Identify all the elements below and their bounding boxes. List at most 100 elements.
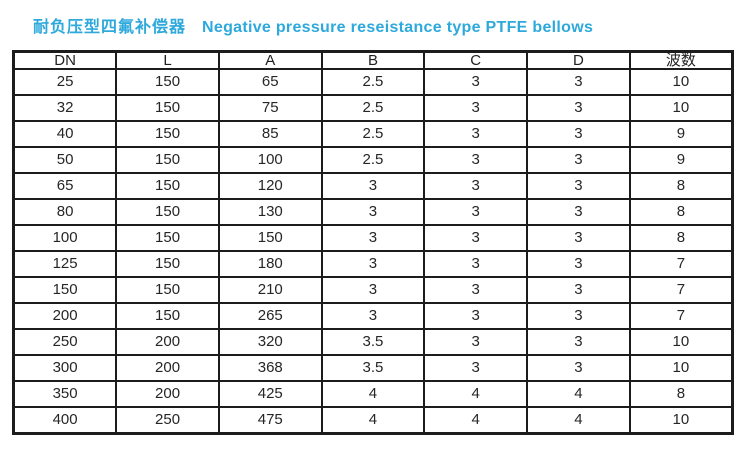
page-title-en: Negative pressure reseistance type PTFE …	[202, 19, 594, 36]
table-cell: 130	[217, 197, 323, 226]
table-cell: 7	[628, 249, 734, 278]
table-row: 250 200 320 3.5 3 3 10	[12, 327, 734, 356]
table-cell: 2.5	[320, 68, 426, 96]
table-body: 25 150 65 2.5 3 3 10 32 150 75 2.5 3 3 10 40 150 85 2.5 3 3…	[12, 68, 734, 435]
table-cell: 3	[423, 301, 529, 330]
table-cell: 4	[423, 405, 529, 435]
table-row: 25 150 65 2.5 3 3 10	[12, 68, 734, 96]
table-cell: 180	[217, 249, 323, 278]
table-cell: 65	[12, 171, 118, 200]
table-cell: 3	[320, 275, 426, 304]
table-cell: 150	[115, 93, 220, 122]
table-row: 65 150 120 3 3 3 8	[12, 171, 734, 200]
table-cell: 3	[526, 68, 631, 96]
table-cell: 150	[115, 223, 220, 252]
table-cell: 10	[628, 68, 734, 96]
table-cell: 150	[115, 145, 220, 174]
table-cell: 4	[320, 379, 426, 408]
table-cell: 3	[526, 301, 631, 330]
table-row: 100 150 150 3 3 3 8	[12, 223, 734, 252]
table-row: 50 150 100 2.5 3 3 9	[12, 145, 734, 174]
table-cell: 8	[628, 223, 734, 252]
table-cell: 210	[217, 275, 323, 304]
table-row: 200 150 265 3 3 3 7	[12, 301, 734, 330]
table-cell: 200	[115, 353, 220, 382]
table-cell: 3	[423, 353, 529, 382]
table-cell: 3	[423, 275, 529, 304]
table-row: 150 150 210 3 3 3 7	[12, 275, 734, 304]
column-header-b: B	[320, 50, 426, 70]
column-header-d: D	[526, 50, 631, 70]
column-header-boshu: 波数	[628, 50, 734, 70]
table-cell: 3	[423, 223, 529, 252]
table-row: 400 250 475 4 4 4 10	[12, 405, 734, 435]
table-cell: 150	[115, 119, 220, 148]
column-header-c: C	[423, 50, 529, 70]
table-cell: 65	[217, 68, 323, 96]
table-row: 80 150 130 3 3 3 8	[12, 197, 734, 226]
table-cell: 2.5	[320, 119, 426, 148]
table-cell: 150	[12, 275, 118, 304]
table-cell: 3	[423, 119, 529, 148]
table-cell: 3	[526, 249, 631, 278]
table-cell: 3	[423, 249, 529, 278]
table-cell: 150	[115, 171, 220, 200]
table-cell: 100	[12, 223, 118, 252]
table-cell: 75	[217, 93, 323, 122]
table-header-row: DN L A B C D 波数	[12, 50, 734, 70]
table-cell: 3	[320, 197, 426, 226]
table-cell: 3	[526, 119, 631, 148]
table-cell: 4	[526, 379, 631, 408]
table-cell: 425	[217, 379, 323, 408]
table-cell: 150	[115, 249, 220, 278]
table-cell: 250	[12, 327, 118, 356]
table-cell: 3	[320, 171, 426, 200]
table-cell: 2.5	[320, 93, 426, 122]
table-cell: 3	[423, 197, 529, 226]
table-cell: 25	[12, 68, 118, 96]
table-cell: 10	[628, 327, 734, 356]
ptfe-bellows-spec-table: DN L A B C D 波数 25 150 65 2.5 3 3 10 32 150 75 2.5…	[12, 50, 734, 435]
table-cell: 368	[217, 353, 323, 382]
table-cell: 3	[526, 275, 631, 304]
table-cell: 3	[320, 301, 426, 330]
table-row: 350 200 425 4 4 4 8	[12, 379, 734, 408]
table-cell: 3	[320, 249, 426, 278]
table-cell: 300	[12, 353, 118, 382]
table-cell: 8	[628, 171, 734, 200]
table-cell: 200	[115, 327, 220, 356]
table-cell: 3	[320, 223, 426, 252]
table-cell: 80	[12, 197, 118, 226]
table-cell: 250	[115, 405, 220, 435]
table-cell: 10	[628, 353, 734, 382]
table-cell: 150	[115, 275, 220, 304]
table-cell: 3	[423, 327, 529, 356]
page-title: 耐负压型四氟补偿器 Negative pressure reseistance t…	[33, 13, 593, 37]
table-cell: 9	[628, 119, 734, 148]
table-cell: 10	[628, 405, 734, 435]
table-cell: 200	[115, 379, 220, 408]
column-header-l: L	[115, 50, 220, 70]
table-cell: 4	[320, 405, 426, 435]
table-cell: 4	[526, 405, 631, 435]
table-cell: 3	[423, 93, 529, 122]
table-cell: 200	[12, 301, 118, 330]
table-cell: 3	[526, 353, 631, 382]
table-cell: 7	[628, 301, 734, 330]
table-cell: 3	[423, 145, 529, 174]
table-cell: 8	[628, 197, 734, 226]
table-row: 300 200 368 3.5 3 3 10	[12, 353, 734, 382]
table-cell: 10	[628, 93, 734, 122]
table-cell: 150	[115, 301, 220, 330]
table-cell: 7	[628, 275, 734, 304]
table-row: 125 150 180 3 3 3 7	[12, 249, 734, 278]
table-cell: 150	[115, 197, 220, 226]
table-cell: 8	[628, 379, 734, 408]
table-cell: 100	[217, 145, 323, 174]
table-cell: 4	[423, 379, 529, 408]
table-cell: 125	[12, 249, 118, 278]
table-cell: 150	[217, 223, 323, 252]
table-cell: 150	[115, 68, 220, 96]
table-cell: 3	[423, 171, 529, 200]
